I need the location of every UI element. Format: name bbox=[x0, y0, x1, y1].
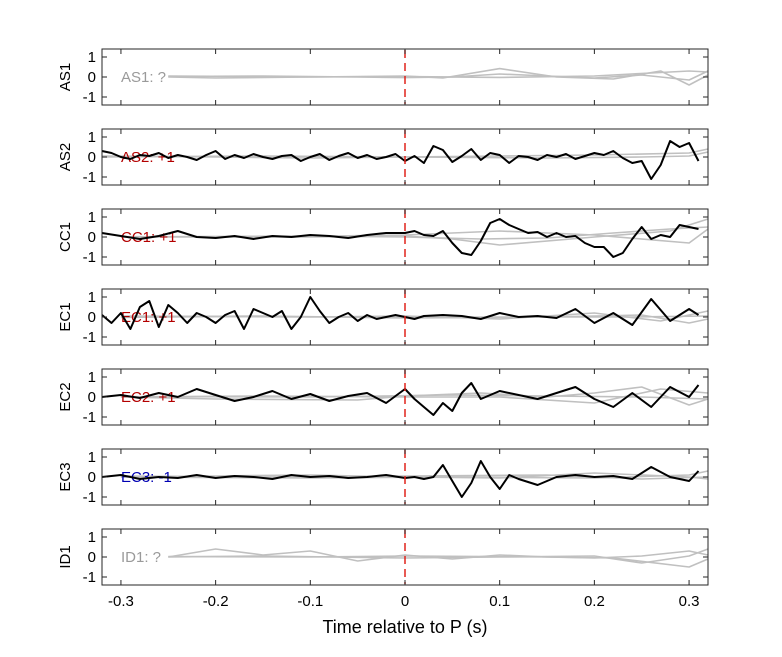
y-tick-label: 1 bbox=[88, 49, 96, 66]
panel-as1: AS1: ? -1 0 1 AS1 bbox=[57, 48, 709, 106]
background-trace bbox=[168, 555, 709, 568]
x-axis-label: Time relative to P (s) bbox=[322, 617, 487, 637]
station-label: EC2 bbox=[57, 382, 74, 411]
y-tick-label: 0 bbox=[88, 229, 96, 246]
y-tick-label: 1 bbox=[88, 449, 96, 466]
main-trace bbox=[101, 382, 700, 416]
y-tick-label: 0 bbox=[88, 309, 96, 326]
y-tick-label: -1 bbox=[83, 569, 96, 586]
y-tick-label: 1 bbox=[88, 129, 96, 146]
y-tick-label: 1 bbox=[88, 209, 96, 226]
polarity-label: EC2: +1 bbox=[121, 389, 176, 406]
panel-id1: ID1: ? -1 0 1 ID1 bbox=[57, 528, 709, 586]
polarity-label: ID1: ? bbox=[121, 549, 161, 566]
polarity-label: EC1: +1 bbox=[121, 309, 176, 326]
background-trace bbox=[168, 70, 709, 81]
station-label: AS2 bbox=[57, 143, 74, 171]
y-tick-label: -1 bbox=[83, 329, 96, 346]
x-tick-label: 0 bbox=[401, 593, 409, 610]
station-label: ID1 bbox=[57, 545, 74, 568]
main-trace bbox=[101, 218, 699, 258]
y-tick-label: 0 bbox=[88, 389, 96, 406]
x-tick-label: -0.2 bbox=[203, 593, 229, 610]
y-tick-label: -1 bbox=[83, 169, 96, 186]
x-tick-label: 0.3 bbox=[679, 593, 700, 610]
y-tick-label: 0 bbox=[88, 469, 96, 486]
polarity-label: AS1: ? bbox=[121, 69, 166, 86]
x-tick-label: -0.3 bbox=[108, 593, 134, 610]
y-tick-label: 1 bbox=[88, 369, 96, 386]
background-trace bbox=[120, 388, 709, 404]
station-label: AS1 bbox=[57, 63, 74, 91]
y-tick-label: -1 bbox=[83, 249, 96, 266]
x-tick-label: -0.1 bbox=[297, 593, 323, 610]
y-tick-label: 1 bbox=[88, 529, 96, 546]
y-tick-label: 0 bbox=[88, 149, 96, 166]
background-trace bbox=[168, 70, 709, 79]
main-trace bbox=[101, 460, 700, 498]
station-label: EC3 bbox=[57, 462, 74, 491]
y-tick-label: -1 bbox=[83, 489, 96, 506]
station-label: CC1 bbox=[57, 222, 74, 252]
background-trace bbox=[168, 548, 709, 562]
x-tick-label: 0.2 bbox=[584, 593, 605, 610]
main-trace bbox=[101, 140, 700, 180]
station-label: EC1 bbox=[57, 302, 74, 331]
panel-ec1: EC1: +1 -1 0 1 EC1 bbox=[57, 288, 709, 346]
y-tick-label: 0 bbox=[88, 69, 96, 86]
y-tick-label: 1 bbox=[88, 289, 96, 306]
main-trace bbox=[101, 296, 700, 330]
background-trace bbox=[120, 394, 709, 400]
y-tick-label: 0 bbox=[88, 549, 96, 566]
panel-ec2: EC2: +1 -1 0 1 EC2 bbox=[57, 368, 709, 426]
x-tick-label: 0.1 bbox=[489, 593, 510, 610]
y-tick-label: -1 bbox=[83, 89, 96, 106]
y-tick-label: -1 bbox=[83, 409, 96, 426]
